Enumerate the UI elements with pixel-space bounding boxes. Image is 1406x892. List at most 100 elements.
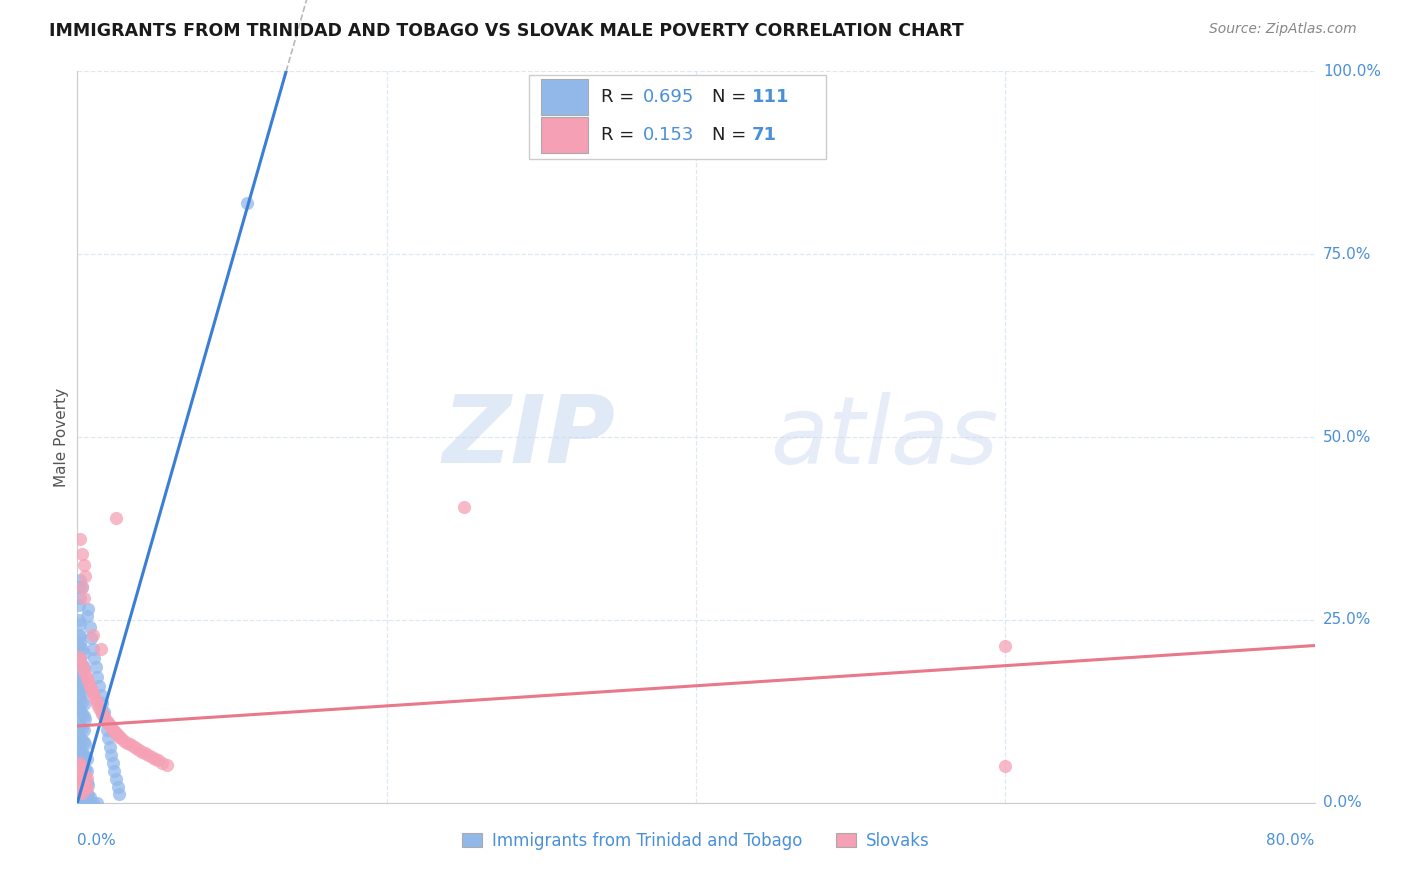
Point [67, 599, 90, 613]
Point [97, 716, 120, 731]
Text: Source: ZipAtlas.com: Source: ZipAtlas.com [1209, 22, 1357, 37]
Point [67, 766, 90, 780]
Point [67, 782, 90, 797]
Point [86, 796, 108, 810]
Text: IMMIGRANTS FROM TRINIDAD AND TOBAGO VS SLOVAK MALE POVERTY CORRELATION CHART: IMMIGRANTS FROM TRINIDAD AND TOBAGO VS S… [49, 22, 965, 40]
Y-axis label: Male Poverty: Male Poverty [53, 387, 69, 487]
Point [82, 796, 104, 810]
Point [80, 682, 103, 697]
Point [72, 723, 94, 738]
Point [69, 670, 91, 684]
Point [70, 721, 93, 735]
Point [100, 748, 122, 763]
Point [69, 784, 91, 798]
Point [90, 688, 111, 702]
Point [69, 653, 91, 667]
Point [994, 639, 1017, 653]
Point [98, 740, 121, 755]
Point [84, 693, 107, 707]
Point [76, 781, 98, 796]
Point [105, 726, 127, 740]
Point [94, 714, 117, 728]
Point [69, 680, 91, 694]
Text: 0.153: 0.153 [643, 126, 695, 144]
Point [72, 761, 94, 775]
Point [91, 696, 114, 710]
Point [69, 757, 91, 772]
Text: 25.0%: 25.0% [1323, 613, 1371, 627]
Point [72, 778, 94, 792]
Point [69, 796, 91, 810]
Point [69, 775, 91, 789]
Point [93, 705, 115, 719]
Point [76, 672, 98, 686]
Point [76, 771, 98, 785]
Point [69, 705, 91, 719]
Point [80, 632, 103, 646]
Point [96, 714, 118, 728]
Point [101, 756, 124, 771]
Point [70, 706, 93, 721]
Point [70, 673, 93, 687]
Point [94, 712, 117, 726]
Point [138, 748, 160, 763]
Point [76, 795, 98, 809]
Point [69, 792, 91, 806]
Point [86, 697, 108, 711]
Point [69, 719, 91, 733]
Point [112, 733, 135, 747]
Point [143, 752, 166, 766]
Point [82, 642, 104, 657]
Point [453, 500, 475, 514]
Point [67, 627, 90, 641]
Point [108, 730, 131, 744]
Point [90, 705, 111, 719]
Point [131, 745, 153, 759]
Point [72, 784, 94, 798]
Point [67, 580, 90, 594]
Text: 0.0%: 0.0% [1323, 796, 1361, 810]
Point [72, 747, 94, 762]
Point [70, 547, 93, 561]
Point [70, 786, 93, 800]
Point [79, 795, 101, 809]
Text: 0.695: 0.695 [643, 88, 695, 106]
Point [70, 793, 93, 807]
Point [70, 777, 93, 791]
Point [84, 660, 107, 674]
Point [67, 791, 90, 805]
Point [69, 573, 91, 587]
Point [67, 754, 90, 768]
Point [67, 677, 90, 691]
FancyBboxPatch shape [541, 118, 588, 153]
Point [110, 731, 132, 746]
Point [67, 740, 90, 755]
Point [75, 737, 96, 751]
Point [122, 739, 145, 753]
Point [69, 743, 91, 757]
Point [69, 636, 91, 650]
Point [103, 724, 125, 739]
Point [70, 732, 93, 747]
Point [72, 663, 94, 677]
Point [67, 690, 90, 704]
Point [72, 796, 94, 810]
Point [70, 758, 93, 772]
Point [75, 796, 96, 810]
Point [134, 746, 156, 760]
Point [146, 753, 169, 767]
Point [72, 558, 94, 573]
Point [67, 773, 90, 788]
Point [75, 794, 96, 808]
Point [72, 646, 94, 660]
Point [69, 533, 91, 547]
Point [75, 712, 96, 726]
Point [67, 716, 90, 731]
Text: 0.0%: 0.0% [77, 833, 117, 848]
Point [72, 772, 94, 786]
Point [97, 731, 120, 746]
Point [69, 756, 91, 771]
Point [67, 613, 90, 627]
Point [96, 723, 118, 737]
Point [79, 789, 101, 804]
